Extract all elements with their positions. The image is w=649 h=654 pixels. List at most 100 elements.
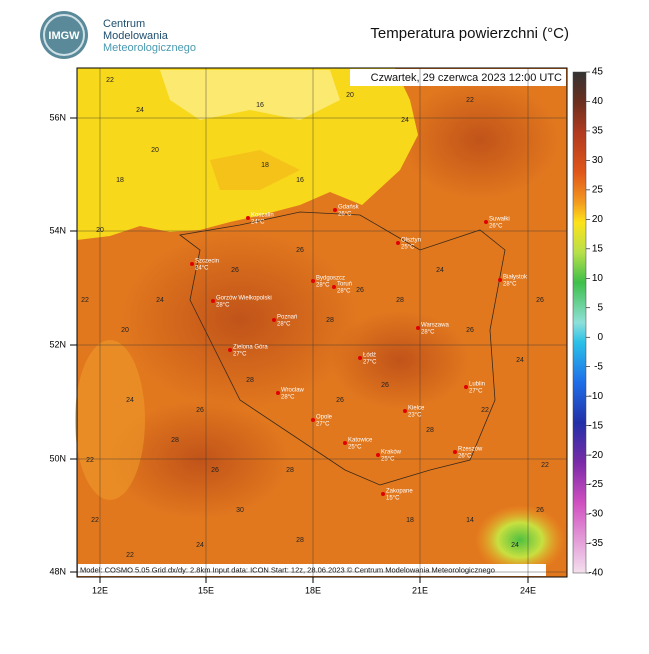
overlay: 56N 54N 52N 50N 48N 12E 15E 18E 21E 24E 22 24 20 18 20…	[49, 67, 603, 596]
org-line: Modelowania	[103, 30, 169, 42]
city-dot	[376, 453, 380, 457]
colorbar-label: 20	[592, 214, 604, 225]
contour-label: 24	[516, 357, 524, 364]
city-dot	[484, 220, 488, 224]
border	[179, 211, 506, 486]
city-name: Gdańsk	[338, 205, 360, 211]
contour-label: 26	[296, 247, 304, 254]
contour-label: 18	[116, 177, 124, 184]
contour-label: 26	[336, 397, 344, 404]
cool-area	[75, 340, 145, 500]
city-dot	[272, 318, 276, 322]
warm-area	[330, 310, 470, 410]
city-dot	[498, 278, 502, 282]
warm-area	[110, 400, 290, 520]
contour-label: 16	[256, 102, 264, 109]
contour-label: 24	[511, 542, 519, 549]
lat-label: 52N	[49, 339, 66, 349]
lon-label: 21E	[412, 585, 428, 595]
contour-label: 24	[136, 107, 144, 114]
city-temp: 23°C	[408, 413, 422, 419]
contour-label: 24	[156, 297, 164, 304]
logo-text: IMGW	[48, 30, 80, 42]
city-name: Gorzów Wielkopolski	[216, 296, 272, 302]
contour-label: 28	[396, 297, 404, 304]
city-temp: 26°C	[489, 224, 503, 230]
city-name: Wrocław	[281, 388, 305, 394]
contour-label: 22	[106, 77, 114, 84]
contour-label: 18	[261, 162, 269, 169]
city-name: Lublin	[469, 382, 485, 388]
city-name: Koszalin	[251, 213, 274, 219]
colorbar-label: -35	[589, 538, 604, 549]
sea-warm	[210, 150, 300, 190]
city-temp: 27°C	[469, 389, 483, 395]
colorbar-label: -10	[589, 391, 604, 402]
city-temp: 28°C	[281, 395, 295, 401]
contour-label: 22	[86, 457, 94, 464]
title: Temperatura powierzchni (°C)	[370, 25, 569, 42]
colorbar-label: 5	[597, 302, 603, 313]
city-temp: 15°C	[386, 496, 400, 502]
city-temp: 25°C	[381, 457, 395, 463]
city-name: Warszawa	[421, 323, 449, 329]
city-dot	[190, 262, 194, 266]
contour-label: 18	[406, 517, 414, 524]
contour-label: 16	[296, 177, 304, 184]
contour-label: 30	[236, 507, 244, 514]
colorbar-label: -20	[589, 450, 604, 461]
lat-label: 56N	[49, 112, 66, 122]
contour-label: 28	[171, 437, 179, 444]
contour-label: 28	[296, 537, 304, 544]
city-name: Suwałki	[489, 217, 510, 223]
contour-label: 22	[126, 552, 134, 559]
city-dot	[228, 348, 232, 352]
contour-label: 28	[426, 427, 434, 434]
city-name: Poznań	[277, 315, 297, 321]
lat-label: 50N	[49, 453, 66, 463]
lon-label: 24E	[520, 585, 536, 595]
colorbar-label: 25	[592, 185, 604, 196]
city-temp: 26°C	[338, 212, 352, 218]
city-temp: 28°C	[421, 330, 435, 336]
colorbar-label: 45	[592, 67, 604, 78]
city-dot	[332, 285, 336, 289]
contour-label: 22	[91, 517, 99, 524]
colorbar-label: -25	[589, 479, 604, 490]
contour-label: 14	[466, 517, 474, 524]
city-name: Olsztyn	[401, 238, 421, 244]
city-name: Katowice	[348, 438, 373, 444]
city-dot	[396, 241, 400, 245]
lat-label: 48N	[49, 566, 66, 576]
contour-label: 20	[121, 327, 129, 334]
city-temp: 24°C	[195, 266, 209, 272]
city-dot	[311, 279, 315, 283]
city-temp: 24°C	[251, 220, 265, 226]
logo	[40, 11, 88, 59]
colorbar-label: -30	[589, 509, 604, 520]
colorbar-label: 40	[592, 96, 604, 107]
lon-label: 18E	[305, 585, 321, 595]
contour-label: 20	[96, 227, 104, 234]
city-name: Bydgoszcz	[316, 276, 345, 282]
lon-label: 12E	[92, 585, 108, 595]
colorbar-label: 10	[592, 273, 604, 284]
city-dot	[333, 208, 337, 212]
city-temp: 28°C	[316, 283, 330, 289]
contour-label: 22	[481, 407, 489, 414]
city-name: Zakopane	[386, 489, 413, 495]
city-temp: 28°C	[277, 322, 291, 328]
contour-label: 22	[541, 462, 549, 469]
city-temp: 25°C	[348, 445, 362, 451]
city-name: Toruń	[337, 282, 352, 288]
contour-label: 26	[536, 297, 544, 304]
city-name: Kraków	[381, 450, 402, 456]
contour-label: 22	[466, 97, 474, 104]
contour-label: 24	[436, 267, 444, 274]
city-dot	[464, 385, 468, 389]
city-name: Białystok	[503, 275, 528, 281]
footer-box	[78, 564, 546, 576]
contour-label: 26	[231, 267, 239, 274]
contour-label: 28	[286, 467, 294, 474]
colorbar-label: 30	[592, 155, 604, 166]
